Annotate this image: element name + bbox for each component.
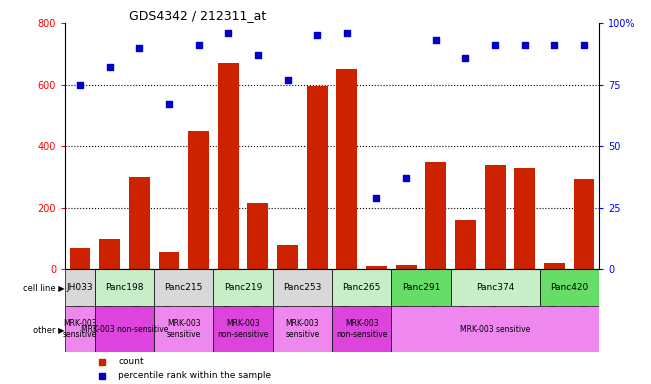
Text: Panc198: Panc198 [105,283,144,292]
Text: MRK-003
sensitive: MRK-003 sensitive [62,319,97,339]
Point [253,52,263,58]
Text: other ▶: other ▶ [33,324,65,334]
Bar [391,269,450,306]
Bar [95,269,154,306]
Bar [188,131,209,269]
Text: MRK-003
sensitive: MRK-003 sensitive [167,319,201,339]
Bar [332,306,391,352]
Text: percentile rank within the sample: percentile rank within the sample [118,371,271,381]
Bar [307,86,327,269]
Bar [218,63,239,269]
Bar [65,306,95,352]
Text: MRK-003
non-sensitive: MRK-003 non-sensitive [336,319,387,339]
Text: MRK-003
non-sensitive: MRK-003 non-sensitive [217,319,269,339]
Text: Panc420: Panc420 [550,283,589,292]
Point [223,30,234,36]
Text: Panc291: Panc291 [402,283,440,292]
Point [579,42,589,48]
Point [193,42,204,48]
Bar [273,306,332,352]
Bar [129,177,150,269]
Bar [544,263,565,269]
Bar [396,265,417,269]
Bar [273,269,332,306]
Bar [154,269,214,306]
Bar [95,306,154,352]
Point [549,42,560,48]
Text: GDS4342 / 212311_at: GDS4342 / 212311_at [129,9,266,22]
Point [312,32,322,38]
Text: Panc215: Panc215 [165,283,203,292]
Bar [391,306,599,352]
Point [75,81,85,88]
Bar [65,269,95,306]
Bar [214,306,273,352]
Point [283,77,293,83]
Bar [485,165,506,269]
Text: Panc253: Panc253 [283,283,322,292]
Text: JH033: JH033 [66,283,93,292]
Bar [214,269,273,306]
Point [134,45,145,51]
Bar [426,162,446,269]
Text: MRK-003
sensitive: MRK-003 sensitive [285,319,320,339]
Point [163,101,174,108]
Point [342,30,352,36]
Bar [154,306,214,352]
Point [371,195,381,201]
Bar [159,252,179,269]
Bar [514,168,535,269]
Text: Panc374: Panc374 [476,283,514,292]
Bar [540,269,599,306]
Point [104,64,115,70]
Bar [332,269,391,306]
Bar [366,266,387,269]
Bar [455,220,476,269]
Bar [574,179,594,269]
Text: count: count [118,358,144,366]
Point [430,37,441,43]
Bar [247,203,268,269]
Point [519,42,530,48]
Bar [277,245,298,269]
Bar [99,238,120,269]
Text: MRK-003 non-sensitive: MRK-003 non-sensitive [81,324,168,334]
Bar [70,248,90,269]
Point [401,175,411,181]
Text: Panc219: Panc219 [224,283,262,292]
Bar [337,69,357,269]
Text: MRK-003 sensitive: MRK-003 sensitive [460,324,531,334]
Point [490,42,501,48]
Point [460,55,471,61]
Text: cell line ▶: cell line ▶ [23,283,65,292]
Text: Panc265: Panc265 [342,283,381,292]
Bar [450,269,540,306]
